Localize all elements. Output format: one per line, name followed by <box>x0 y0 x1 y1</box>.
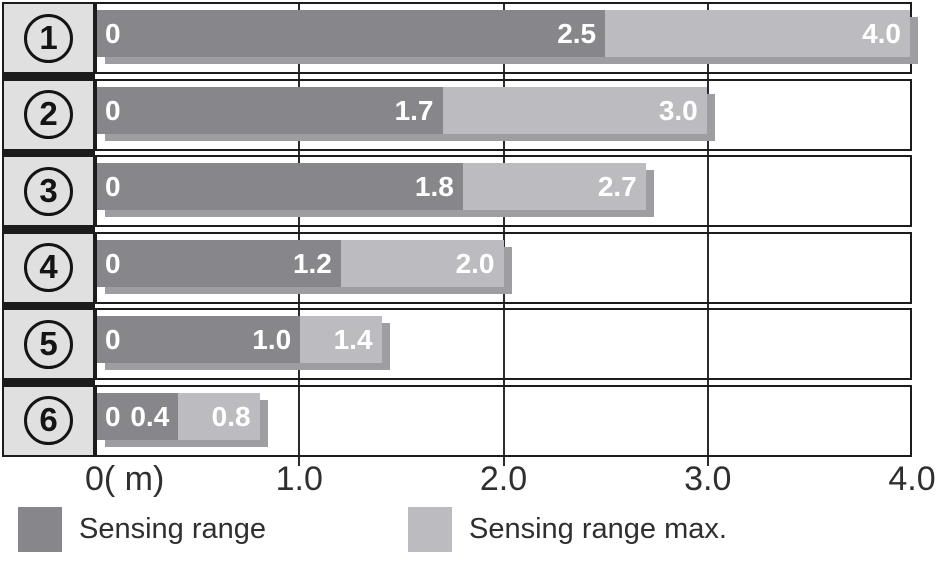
legend-item-sensing-range: Sensing range <box>18 505 266 553</box>
legend-swatch-sensing-range <box>18 506 62 552</box>
sensing-range-value-label: 2.5 <box>557 18 597 49</box>
tick-mark <box>502 456 505 466</box>
sensing-range-max-value-label: 1.4 <box>333 324 373 355</box>
sensing-range-bar: 0 1.2 <box>97 239 341 287</box>
stacked-bar: 0 0.4 0.8 <box>97 392 260 440</box>
bar-zero-label: 0 <box>105 171 121 202</box>
sensing-range-max-bar: 2.7 <box>462 163 646 210</box>
axis-tick-marks <box>95 456 912 466</box>
sensing-range-value-label: 1.0 <box>252 324 292 355</box>
sensing-range-max-bar: 3.0 <box>442 86 707 134</box>
bar-zero-label: 0 <box>105 400 121 432</box>
axis-tick-label: 1.0 <box>275 460 323 498</box>
sensing-range-max-value-label: 2.0 <box>455 247 495 279</box>
legend-swatch-sensing-range-max <box>408 506 452 552</box>
chart-row: 2 0 1.7 3.0 <box>2 78 912 151</box>
row-plot-cell: 0 1.8 2.7 <box>95 155 912 227</box>
circled-number: 1 <box>24 13 73 63</box>
row-label-cell: 2 <box>2 78 95 151</box>
sensing-range-max-bar: 0.8 <box>178 392 260 440</box>
gridline <box>706 2 709 457</box>
row-plot-cell: 0 1.7 3.0 <box>95 78 912 151</box>
bar-zero-label: 0 <box>105 247 121 279</box>
sensing-range-max-value-label: 0.8 <box>211 400 251 432</box>
sensing-range-max-value-label: 2.7 <box>597 171 637 202</box>
sensing-range-max-value-label: 4.0 <box>862 18 901 49</box>
circled-number: 4 <box>24 243 73 292</box>
sensing-range-bar: 0 0.4 <box>97 392 179 440</box>
sensing-range-max-bar: 2.0 <box>340 239 504 287</box>
sensing-range-bar: 0 1.0 <box>97 316 301 363</box>
sensing-range-value-label: 0.4 <box>130 400 170 432</box>
chart-rows: 1 0 2.5 4.0 2 0 1.7 3.0 3 0 1.8 2.7 4 0 1.2 2.0 5 0 1.0 1.4… <box>2 2 912 457</box>
gridline <box>502 2 505 457</box>
gridlines <box>95 2 912 457</box>
chart-row: 3 0 1.8 2.7 <box>2 155 912 227</box>
sensing-range-value-label: 1.7 <box>394 94 434 126</box>
x-axis: 0( m) 1.0 2.0 3.0 4.0 <box>85 458 936 500</box>
axis-tick-label: 2.0 <box>479 460 528 498</box>
legend-label-sensing-range-max: Sensing range max. <box>469 513 727 545</box>
circled-number: 6 <box>24 396 73 445</box>
row-plot-cell: 0 0.4 0.8 <box>95 384 912 457</box>
row-label-cell: 4 <box>2 231 95 304</box>
tick-mark <box>706 456 709 466</box>
sensing-range-value-label: 1.8 <box>414 171 454 202</box>
bar-zero-label: 0 <box>105 324 121 355</box>
circled-number: 5 <box>24 319 73 369</box>
axis-tick-label: 0( m) <box>85 460 165 498</box>
sensing-range-max-value-label: 3.0 <box>658 94 698 126</box>
sensing-range-bar: 0 2.5 <box>97 10 606 57</box>
gridline <box>298 2 301 457</box>
sensing-range-bar: 0 1.7 <box>97 86 443 134</box>
sensing-range-chart: 1 0 2.5 4.0 2 0 1.7 3.0 3 0 1.8 2.7 4 0 1.2 2.0 5 0 1.0 1.4… <box>2 2 912 466</box>
stacked-bar: 0 2.5 4.0 <box>97 10 910 57</box>
axis-tick-label: 3.0 <box>684 460 732 498</box>
row-plot-cell: 0 2.5 4.0 <box>95 2 912 74</box>
row-label-cell: 3 <box>2 155 95 227</box>
axis-tick-label: 4.0 <box>888 460 936 498</box>
chart-row: 1 0 2.5 4.0 <box>2 2 912 74</box>
sensing-range-max-bar: 4.0 <box>605 10 910 57</box>
legend-label-sensing-range: Sensing range <box>79 513 267 545</box>
chart-row: 5 0 1.0 1.4 <box>2 308 912 380</box>
tick-mark <box>298 456 301 466</box>
stacked-bar: 0 1.2 2.0 <box>97 239 504 287</box>
sensing-range-max-bar: 1.4 <box>300 316 382 363</box>
chart-row: 6 0 0.4 0.8 <box>2 384 912 457</box>
sensing-range-value-label: 1.2 <box>292 247 332 279</box>
stacked-bar: 0 1.7 3.0 <box>97 86 707 134</box>
legend: Sensing range Sensing range max. <box>0 505 940 553</box>
circled-number: 3 <box>24 166 73 216</box>
sensing-range-bar: 0 1.8 <box>97 163 463 210</box>
bar-zero-label: 0 <box>105 18 121 49</box>
circled-number: 2 <box>24 90 73 139</box>
row-plot-cell: 0 1.2 2.0 <box>95 231 912 304</box>
bar-zero-label: 0 <box>105 94 121 126</box>
row-plot-cell: 0 1.0 1.4 <box>95 308 912 380</box>
label-column-backing <box>2 2 95 457</box>
row-label-cell: 6 <box>2 384 95 457</box>
legend-item-sensing-range-max: Sensing range max. <box>408 505 727 553</box>
row-label-cell: 1 <box>2 2 95 74</box>
chart-row: 4 0 1.2 2.0 <box>2 231 912 304</box>
stacked-bar: 0 1.8 2.7 <box>97 163 646 210</box>
stacked-bar: 0 1.0 1.4 <box>97 316 382 363</box>
row-label-cell: 5 <box>2 308 95 380</box>
